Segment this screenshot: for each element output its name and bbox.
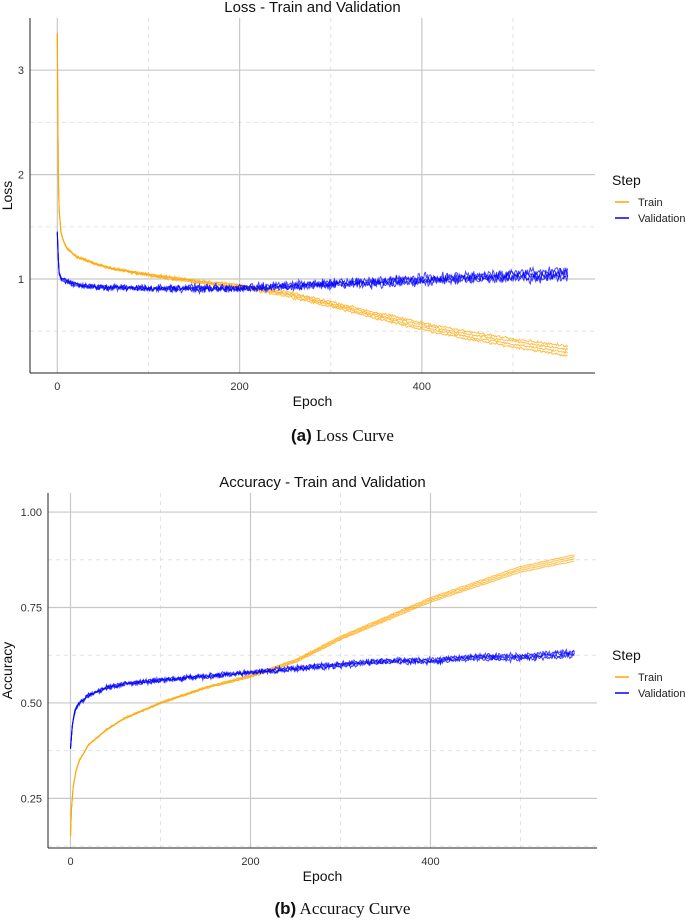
caption-a-text: Loss Curve — [316, 426, 394, 445]
series-line-train — [56, 33, 569, 356]
series-line-train — [56, 33, 568, 357]
y-tick-label: 3 — [18, 65, 24, 77]
y-axis-label: Loss — [0, 181, 15, 211]
x-axis-label: Epoch — [293, 393, 333, 409]
y-tick-label: 2 — [18, 170, 24, 182]
series-line-train — [56, 33, 569, 352]
plot-area — [70, 554, 575, 837]
series-line-train — [56, 33, 569, 348]
chart-title: Loss - Train and Validation — [224, 0, 401, 16]
x-tick-label: 0 — [67, 856, 73, 868]
x-axis-label: Epoch — [303, 868, 343, 884]
y-axis-label: Accuracy — [0, 642, 15, 700]
plot-area — [56, 33, 569, 357]
series-line-validation — [70, 648, 575, 749]
caption-b-text: Accuracy Curve — [299, 899, 411, 918]
legend-title: Step — [612, 647, 641, 663]
y-tick-label: 1 — [18, 274, 24, 286]
x-tick-label: 200 — [230, 381, 248, 393]
y-tick-label: 0.50 — [21, 698, 42, 710]
legend-title: Step — [612, 172, 641, 188]
series-line-validation — [56, 232, 569, 293]
caption-a: (a) Loss Curve — [0, 426, 685, 446]
legend-label-train: Train — [638, 672, 663, 684]
y-tick-label: 1.00 — [21, 507, 42, 519]
legend-label-validation: Validation — [638, 213, 685, 225]
caption-b: (b) Accuracy Curve — [0, 899, 685, 919]
chart-title: Accuracy - Train and Validation — [219, 474, 426, 491]
caption-b-label: (b) — [274, 899, 297, 918]
x-tick-label: 0 — [54, 381, 60, 393]
series-line-train — [70, 560, 575, 837]
caption-a-label: (a) — [291, 426, 312, 445]
series-line-train — [70, 554, 575, 837]
legend-label-validation: Validation — [638, 688, 685, 700]
x-tick-label: 400 — [421, 856, 439, 868]
series-line-train — [70, 558, 575, 837]
legend-label-train: Train — [638, 197, 663, 209]
x-tick-label: 200 — [241, 856, 259, 868]
chart-2: 0 200 400 0.25 0.50 0.75 1.00 Accuracy - Train … — [0, 474, 685, 884]
y-tick-label: 0.25 — [21, 793, 42, 805]
chart-1: 0 200 400 1 2 3 Loss - Train and Validation Epo… — [0, 0, 685, 409]
x-tick-label: 400 — [413, 381, 431, 393]
series-line-train — [70, 556, 575, 837]
y-tick-label: 0.75 — [21, 603, 42, 615]
series-line-validation — [70, 651, 575, 749]
